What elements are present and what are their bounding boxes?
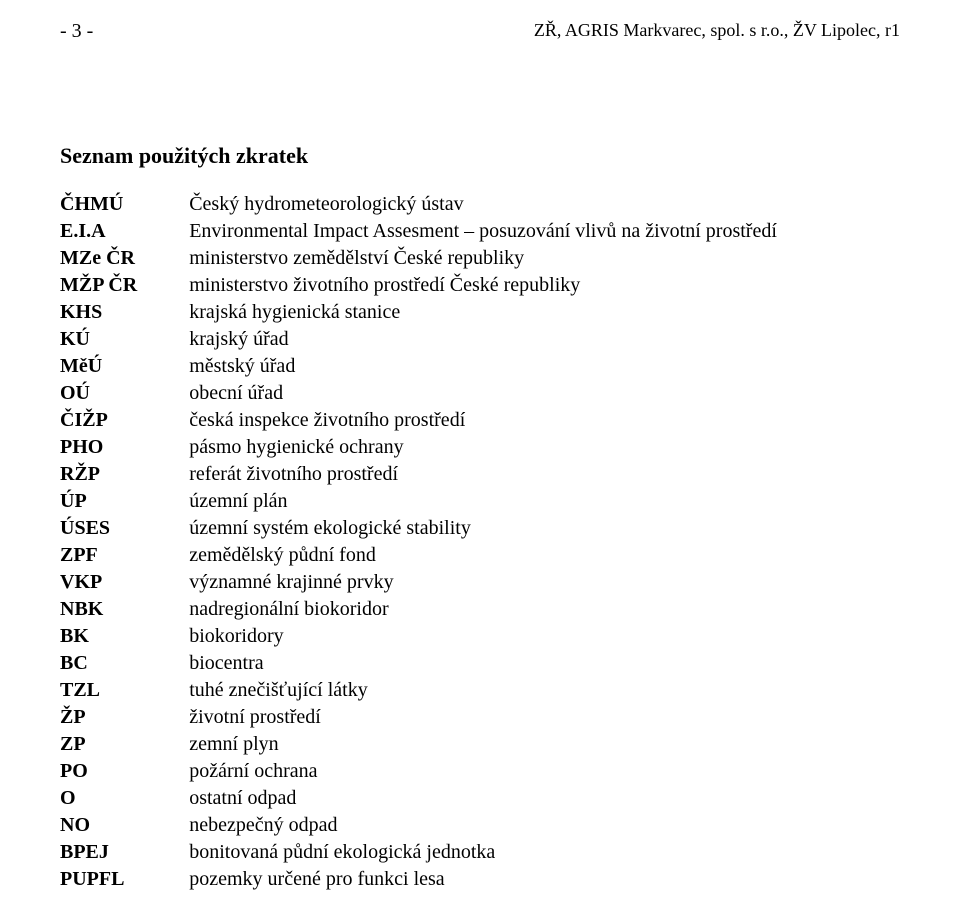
abbr-row: MěÚměstský úřad bbox=[60, 353, 777, 380]
abbr-row: MŽP ČRministerstvo životního prostředí Č… bbox=[60, 272, 777, 299]
abbr-key: O bbox=[60, 785, 189, 812]
abbr-row: ÚSESúzemní systém ekologické stability bbox=[60, 515, 777, 542]
abbr-row: ÚPúzemní plán bbox=[60, 488, 777, 515]
abbr-key: RŽP bbox=[60, 461, 189, 488]
section-title: Seznam použitých zkratek bbox=[60, 143, 900, 169]
abbr-key: KÚ bbox=[60, 326, 189, 353]
abbr-row: ZPFzemědělský půdní fond bbox=[60, 542, 777, 569]
abbr-key: TZL bbox=[60, 677, 189, 704]
abbr-key: PHO bbox=[60, 434, 189, 461]
abbr-definition: významné krajinné prvky bbox=[189, 569, 777, 596]
abbr-key: BC bbox=[60, 650, 189, 677]
abbr-key: OÚ bbox=[60, 380, 189, 407]
abbr-definition: obecní úřad bbox=[189, 380, 777, 407]
abbr-key: PUPFL bbox=[60, 866, 189, 893]
abbr-row: POpožární ochrana bbox=[60, 758, 777, 785]
abbr-key: MŽP ČR bbox=[60, 272, 189, 299]
document-page: - 3 - ZŘ, AGRIS Markvarec, spol. s r.o.,… bbox=[0, 0, 960, 902]
abbr-definition: městský úřad bbox=[189, 353, 777, 380]
abbr-key: NBK bbox=[60, 596, 189, 623]
abbr-row: TZLtuhé znečišťující látky bbox=[60, 677, 777, 704]
abbr-row: VKPvýznamné krajinné prvky bbox=[60, 569, 777, 596]
abbr-definition: zemní plyn bbox=[189, 731, 777, 758]
abbr-definition: územní plán bbox=[189, 488, 777, 515]
abbr-key: ZP bbox=[60, 731, 189, 758]
document-reference: ZŘ, AGRIS Markvarec, spol. s r.o., ŽV Li… bbox=[534, 20, 900, 43]
abbr-row: NBKnadregionální biokoridor bbox=[60, 596, 777, 623]
abbr-key: MěÚ bbox=[60, 353, 189, 380]
abbr-definition: nebezpečný odpad bbox=[189, 812, 777, 839]
abbr-definition: požární ochrana bbox=[189, 758, 777, 785]
abbr-row: Oostatní odpad bbox=[60, 785, 777, 812]
abbr-key: MZe ČR bbox=[60, 245, 189, 272]
abbr-key: NO bbox=[60, 812, 189, 839]
abbr-definition: krajský úřad bbox=[189, 326, 777, 353]
abbr-key: PO bbox=[60, 758, 189, 785]
abbr-key: BPEJ bbox=[60, 839, 189, 866]
abbr-row: ZPzemní plyn bbox=[60, 731, 777, 758]
abbr-definition: biocentra bbox=[189, 650, 777, 677]
abbreviations-list: ČHMÚČeský hydrometeorologický ústavE.I.A… bbox=[60, 191, 777, 893]
abbr-key: BK bbox=[60, 623, 189, 650]
abbr-key: ÚSES bbox=[60, 515, 189, 542]
abbr-definition: biokoridory bbox=[189, 623, 777, 650]
abbr-definition: pozemky určené pro funkci lesa bbox=[189, 866, 777, 893]
abbr-key: VKP bbox=[60, 569, 189, 596]
abbr-key: KHS bbox=[60, 299, 189, 326]
page-header: - 3 - ZŘ, AGRIS Markvarec, spol. s r.o.,… bbox=[60, 20, 900, 43]
abbr-key: ČHMÚ bbox=[60, 191, 189, 218]
abbr-row: BKbiokoridory bbox=[60, 623, 777, 650]
abbr-row: MZe ČRministerstvo zemědělství České rep… bbox=[60, 245, 777, 272]
abbr-row: NOnebezpečný odpad bbox=[60, 812, 777, 839]
abbr-key: ČIŽP bbox=[60, 407, 189, 434]
abbr-row: ČHMÚČeský hydrometeorologický ústav bbox=[60, 191, 777, 218]
abbr-definition: česká inspekce životního prostředí bbox=[189, 407, 777, 434]
abbr-definition: Český hydrometeorologický ústav bbox=[189, 191, 777, 218]
abbr-key: ÚP bbox=[60, 488, 189, 515]
abbr-row: RŽPreferát životního prostředí bbox=[60, 461, 777, 488]
abbr-key: ZPF bbox=[60, 542, 189, 569]
abbr-row: ŽPživotní prostředí bbox=[60, 704, 777, 731]
page-number: - 3 - bbox=[60, 20, 93, 43]
abbr-definition: územní systém ekologické stability bbox=[189, 515, 777, 542]
abbr-definition: zemědělský půdní fond bbox=[189, 542, 777, 569]
abbr-definition: krajská hygienická stanice bbox=[189, 299, 777, 326]
abbr-definition: pásmo hygienické ochrany bbox=[189, 434, 777, 461]
abbr-definition: nadregionální biokoridor bbox=[189, 596, 777, 623]
abbr-row: ČIŽPčeská inspekce životního prostředí bbox=[60, 407, 777, 434]
abbr-row: E.I.AEnvironmental Impact Assesment – po… bbox=[60, 218, 777, 245]
abbr-key: E.I.A bbox=[60, 218, 189, 245]
abbr-definition: životní prostředí bbox=[189, 704, 777, 731]
abbr-row: OÚobecní úřad bbox=[60, 380, 777, 407]
abbr-key: ŽP bbox=[60, 704, 189, 731]
abbr-row: BPEJbonitovaná půdní ekologická jednotka bbox=[60, 839, 777, 866]
abbr-row: KHSkrajská hygienická stanice bbox=[60, 299, 777, 326]
abbr-row: BCbiocentra bbox=[60, 650, 777, 677]
abbr-row: PUPFLpozemky určené pro funkci lesa bbox=[60, 866, 777, 893]
abbr-row: KÚkrajský úřad bbox=[60, 326, 777, 353]
abbr-definition: tuhé znečišťující látky bbox=[189, 677, 777, 704]
abbr-definition: ministerstvo životního prostředí České r… bbox=[189, 272, 777, 299]
abbr-definition: ministerstvo zemědělství České republiky bbox=[189, 245, 777, 272]
abbr-definition: bonitovaná půdní ekologická jednotka bbox=[189, 839, 777, 866]
abbr-row: PHOpásmo hygienické ochrany bbox=[60, 434, 777, 461]
abbr-definition: Environmental Impact Assesment – posuzov… bbox=[189, 218, 777, 245]
abbr-definition: ostatní odpad bbox=[189, 785, 777, 812]
abbr-definition: referát životního prostředí bbox=[189, 461, 777, 488]
